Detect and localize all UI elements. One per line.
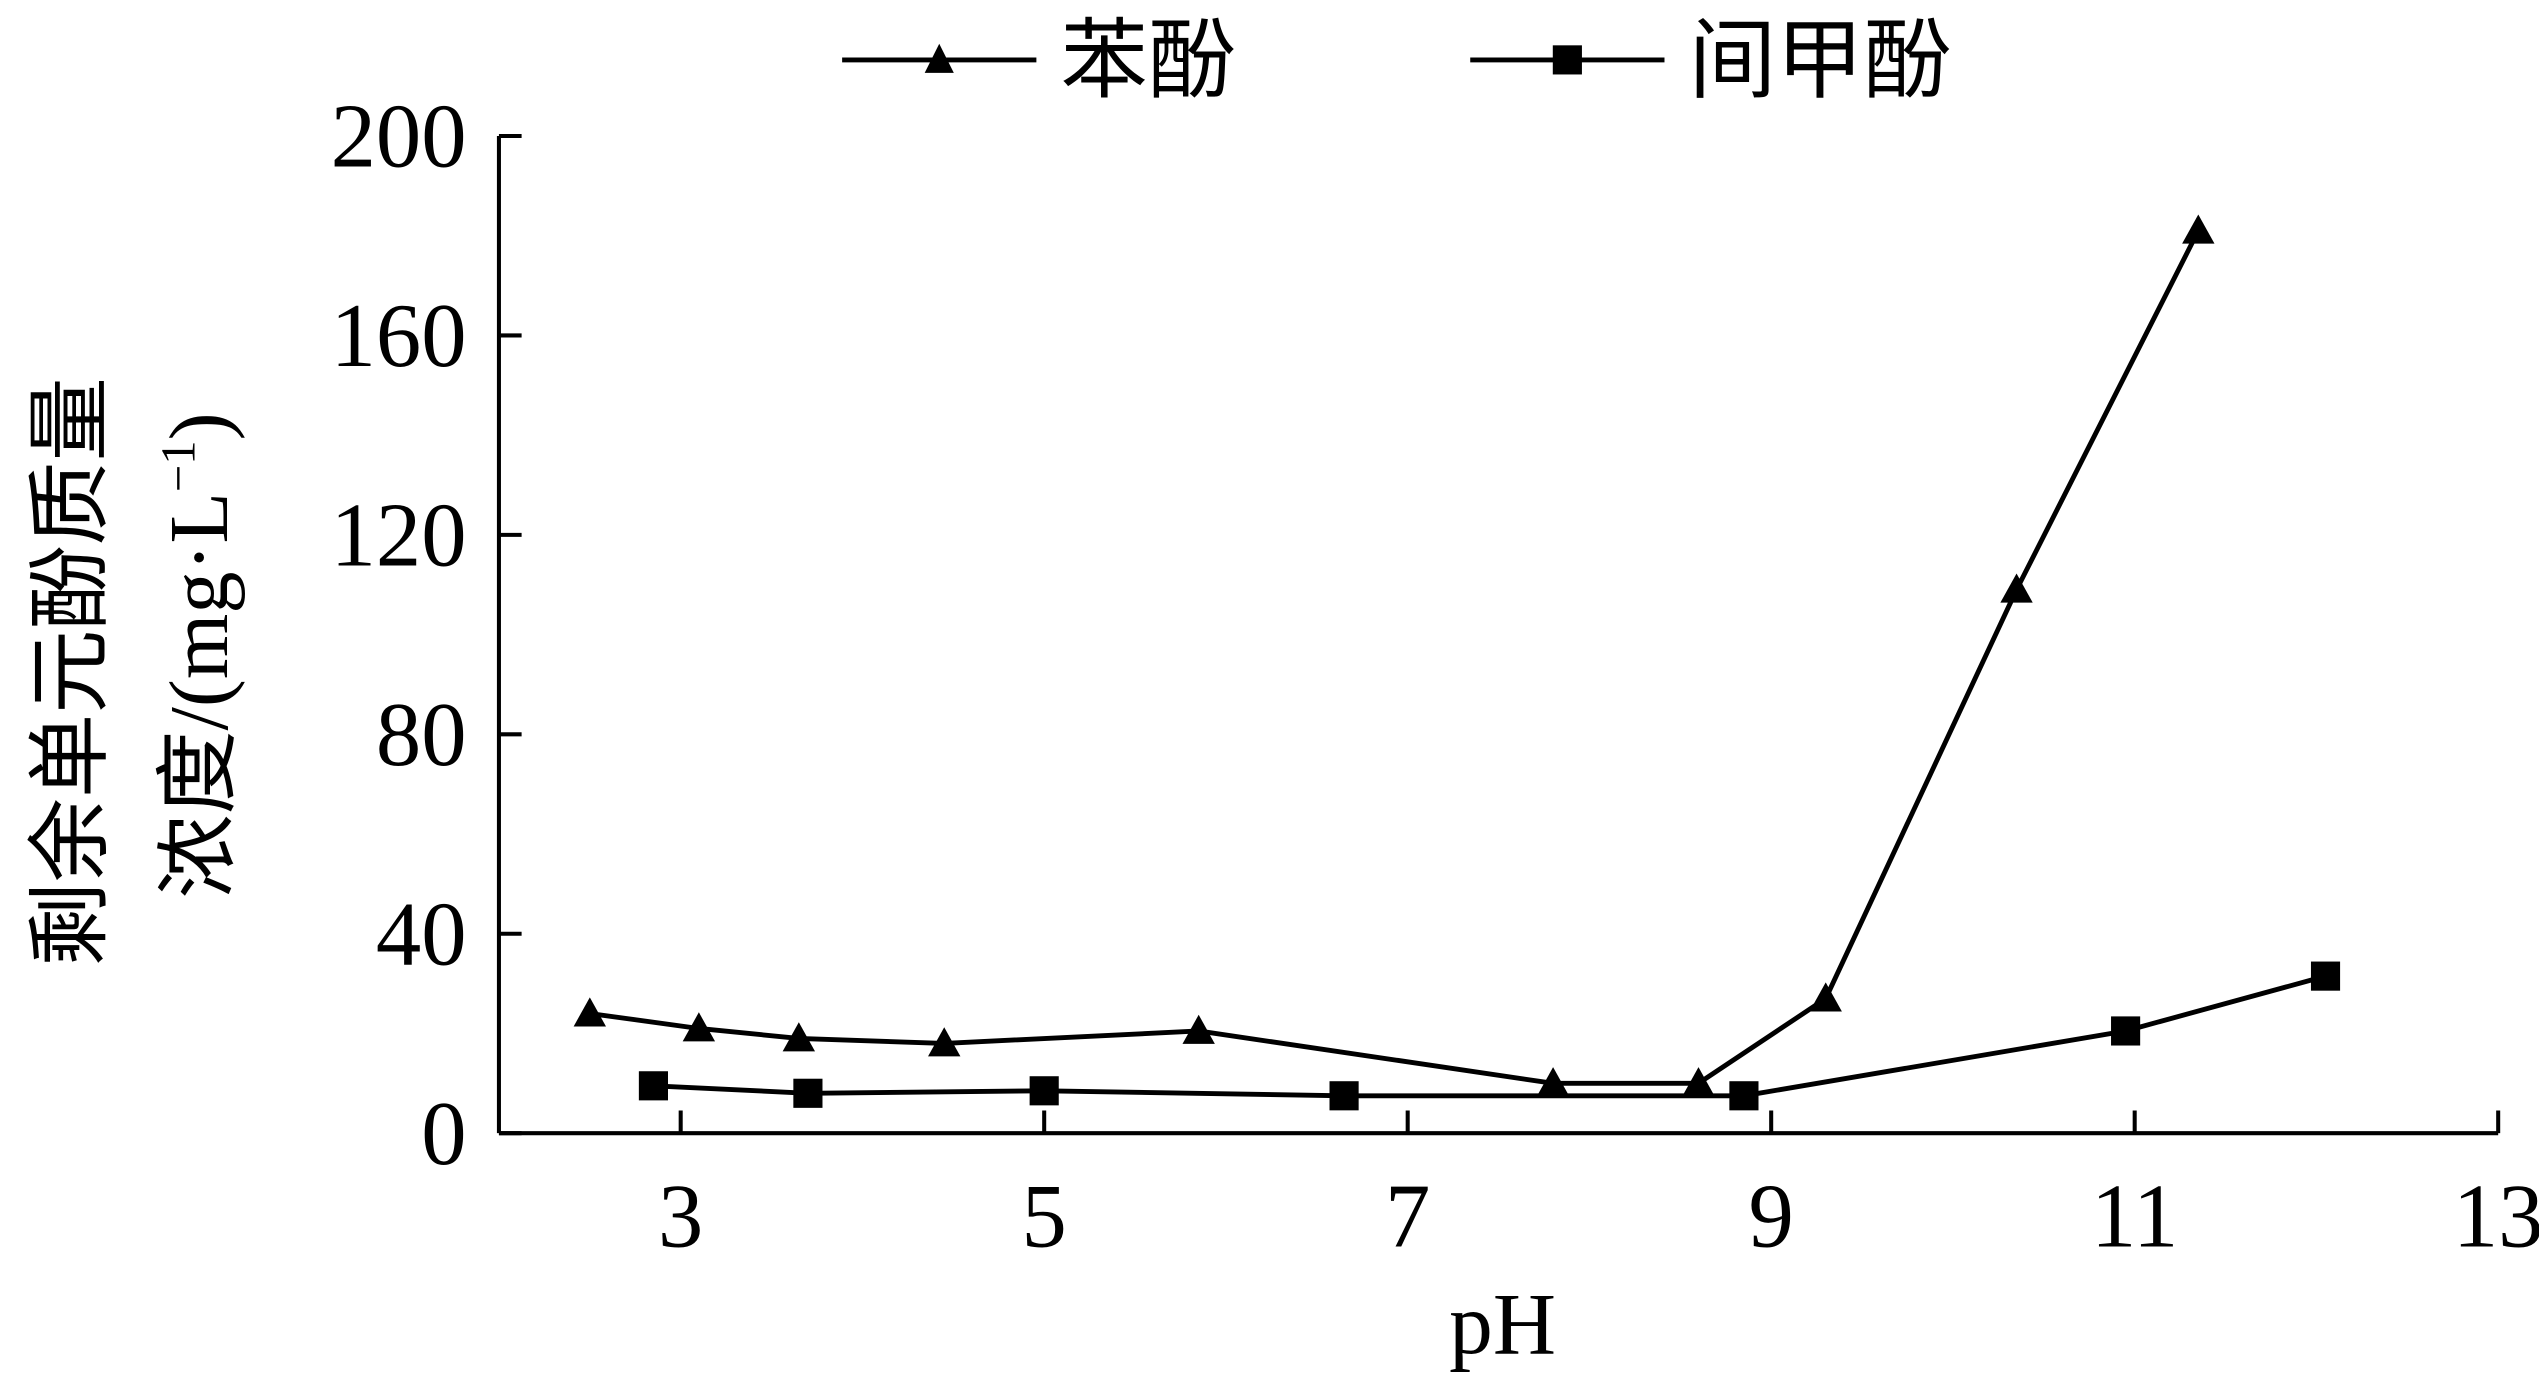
y-axis-title-unit: /(mg·L: [153, 492, 246, 730]
data-point: [928, 1027, 961, 1057]
legend-item-m-cresol: 间甲酚: [1470, 10, 1951, 112]
data-point: [1729, 1081, 1759, 1111]
y-tick-label: 200: [331, 86, 467, 187]
y-tick-label: 0: [421, 1083, 466, 1184]
data-point: [782, 1022, 816, 1052]
y-axis-title-line1: 剩余单元酚质量: [21, 377, 119, 966]
data-point: [2310, 961, 2341, 991]
y-tick-label: 160: [331, 285, 467, 386]
x-ticks: 3 5 7 9 11 13: [658, 1110, 2539, 1266]
y-tick-label: 40: [376, 883, 467, 984]
legend-marker-square: [1552, 45, 1582, 75]
data-point: [1029, 1076, 1059, 1106]
data-point: [1329, 1081, 1359, 1111]
y-axis-title-line2-cn: 浓度: [149, 730, 247, 898]
data-point: [573, 997, 607, 1027]
data-point: [638, 1071, 668, 1101]
legend-marker-triangle: [924, 43, 954, 73]
series-phenol: [573, 214, 2215, 1097]
data-point: [682, 1012, 716, 1042]
series-line: [653, 973, 2327, 1099]
series-m-cresol: [638, 961, 2341, 1111]
y-ticks: 0 40 80 120 160 200: [331, 86, 522, 1184]
data-point: [2182, 214, 2215, 244]
x-tick-label: 13: [2453, 1165, 2539, 1266]
x-tick-label: 9: [1749, 1165, 1794, 1266]
y-axis-title: 剩余单元酚质量 浓度/(mg·L−1): [21, 377, 247, 966]
data-point: [1682, 1067, 1715, 1097]
data-point: [2000, 573, 2033, 603]
y-tick-label: 120: [331, 485, 467, 586]
plot-area: [573, 214, 2341, 1111]
data-point: [1809, 982, 1842, 1012]
legend: 苯酚 间甲酚: [842, 10, 1951, 112]
data-point: [1182, 1014, 1215, 1044]
x-tick-label: 7: [1385, 1165, 1430, 1266]
axes: 0 40 80 120 160 200 3 5 7 9 11 13: [331, 86, 2539, 1267]
legend-label-m-cresol: 间甲酚: [1689, 10, 1951, 112]
y-axis-title-unit-close: ): [153, 412, 246, 440]
x-tick-label: 5: [1022, 1165, 1067, 1266]
legend-item-phenol: 苯酚: [842, 10, 1235, 112]
series-line: [589, 229, 2201, 1086]
x-tick-label: 11: [2091, 1165, 2178, 1266]
x-tick-label: 3: [658, 1165, 703, 1266]
data-point: [793, 1078, 823, 1108]
y-axis-title-unit-exp: −1: [152, 440, 206, 492]
legend-label-phenol: 苯酚: [1061, 10, 1236, 112]
y-axis-title-line2: 浓度/(mg·L−1): [149, 412, 247, 898]
data-point: [1536, 1067, 1570, 1097]
x-axis-title: pH: [1449, 1275, 1556, 1372]
data-point: [2111, 1016, 2141, 1046]
y-tick-label: 80: [376, 684, 467, 785]
